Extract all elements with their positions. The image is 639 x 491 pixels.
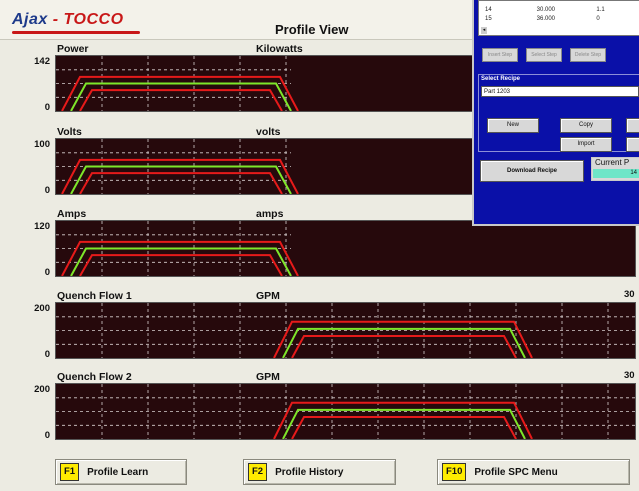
actual-profile-line: [282, 327, 526, 358]
step-table: 14 30.000 1.1 15 36.000 0 ◂: [478, 0, 639, 36]
recipe-extra-button[interactable]: [626, 118, 639, 133]
f10-label: Profile SPC Menu: [474, 466, 558, 478]
chart-unit-1: Kilowatts: [256, 43, 303, 55]
row-time: 36.000: [536, 16, 556, 22]
page-title: Profile View: [275, 22, 349, 37]
f2-profile-history-button[interactable]: F2 Profile History: [243, 459, 396, 485]
new-recipe-button[interactable]: New: [487, 118, 539, 133]
chart-unit-4: GPM: [256, 290, 280, 302]
lower-limit-line: [291, 416, 517, 439]
select-recipe-group: [478, 74, 639, 152]
f10-key-badge: F10: [442, 463, 467, 481]
row-step: 15: [485, 16, 492, 22]
current-profile-value: 14: [593, 169, 639, 178]
scroll-left-icon[interactable]: ◂: [481, 27, 487, 34]
lower-limit-line: [79, 89, 283, 111]
recipe-editor-window: 14 30.000 1.1 15 36.000 0 ◂ Insert Step …: [472, 0, 639, 226]
lower-limit-line: [291, 335, 517, 358]
lower-limit-line: [79, 172, 283, 194]
y-axis-max-3: 120: [34, 221, 50, 232]
y-axis-max-5: 200: [34, 384, 50, 395]
x-axis-max-4: 30: [624, 289, 635, 300]
chart-title-5: Quench Flow 2: [57, 371, 132, 383]
logo-text-ajax: Ajax: [12, 11, 48, 28]
y-axis-min-1: 0: [44, 102, 50, 113]
y-axis-max-1: 142: [34, 56, 50, 67]
lower-limit-line: [79, 254, 283, 276]
download-recipe-button[interactable]: Download Recipe: [480, 160, 584, 182]
select-recipe-title: Select Recipe: [481, 76, 521, 82]
copy-recipe-button[interactable]: Copy: [560, 118, 612, 133]
profile-chart-5: [55, 383, 636, 440]
upper-limit-line: [61, 240, 299, 276]
import-recipe-button[interactable]: Import: [560, 137, 612, 152]
upper-limit-line: [61, 158, 299, 194]
actual-profile-line: [70, 165, 292, 194]
x-axis-max-5: 30: [624, 370, 635, 381]
row-time: 30.000: [536, 7, 556, 13]
logo-text-tocco: TOCCO: [63, 11, 124, 28]
f1-label: Profile Learn: [87, 466, 149, 478]
current-profile-label: Current P: [595, 158, 630, 167]
insert-step-button[interactable]: Insert Step: [482, 48, 518, 62]
row-step: 14: [485, 7, 492, 13]
actual-profile-line: [70, 82, 292, 111]
y-axis-min-2: 0: [44, 185, 50, 196]
delete-step-button[interactable]: Delete Step: [570, 48, 606, 62]
f10-profile-spc-menu-button[interactable]: F10 Profile SPC Menu: [437, 459, 630, 485]
profile-chart-4: [55, 302, 636, 359]
chart-title-2: Volts: [57, 126, 82, 138]
chart-title-3: Amps: [57, 208, 87, 220]
chart-unit-3: amps: [256, 208, 284, 220]
table-row[interactable]: 15 36.000 0: [485, 16, 600, 22]
y-axis-min-3: 0: [44, 267, 50, 278]
actual-profile-line: [70, 247, 292, 276]
ajax-tocco-logo: Ajax - TOCCO: [12, 11, 124, 29]
row-value: 0: [596, 16, 600, 22]
logo-swoosh: [12, 31, 140, 34]
f1-key-badge: F1: [60, 463, 80, 481]
y-axis-min-4: 0: [44, 349, 50, 360]
upper-limit-line: [273, 401, 533, 439]
chart-title-4: Quench Flow 1: [57, 290, 132, 302]
chart-unit-5: GPM: [256, 371, 280, 383]
recipe-extra-button-2[interactable]: [626, 137, 639, 152]
upper-limit-line: [273, 320, 533, 358]
row-value: 1.1: [596, 7, 605, 13]
chart-title-1: Power: [57, 43, 89, 55]
table-row[interactable]: 14 30.000 1.1: [485, 7, 605, 13]
select-step-button[interactable]: Select Step: [526, 48, 562, 62]
f2-key-badge: F2: [248, 463, 268, 481]
recipe-select-field[interactable]: Part 1203: [481, 86, 639, 97]
upper-limit-line: [61, 75, 299, 111]
y-axis-max-4: 200: [34, 303, 50, 314]
f1-profile-learn-button[interactable]: F1 Profile Learn: [55, 459, 187, 485]
y-axis-min-5: 0: [44, 430, 50, 441]
actual-profile-line: [282, 408, 526, 439]
y-axis-max-2: 100: [34, 139, 50, 150]
profile-chart-3: [55, 220, 636, 277]
logo-dash: -: [52, 11, 59, 28]
chart-unit-2: volts: [256, 126, 281, 138]
f2-label: Profile History: [275, 466, 344, 478]
